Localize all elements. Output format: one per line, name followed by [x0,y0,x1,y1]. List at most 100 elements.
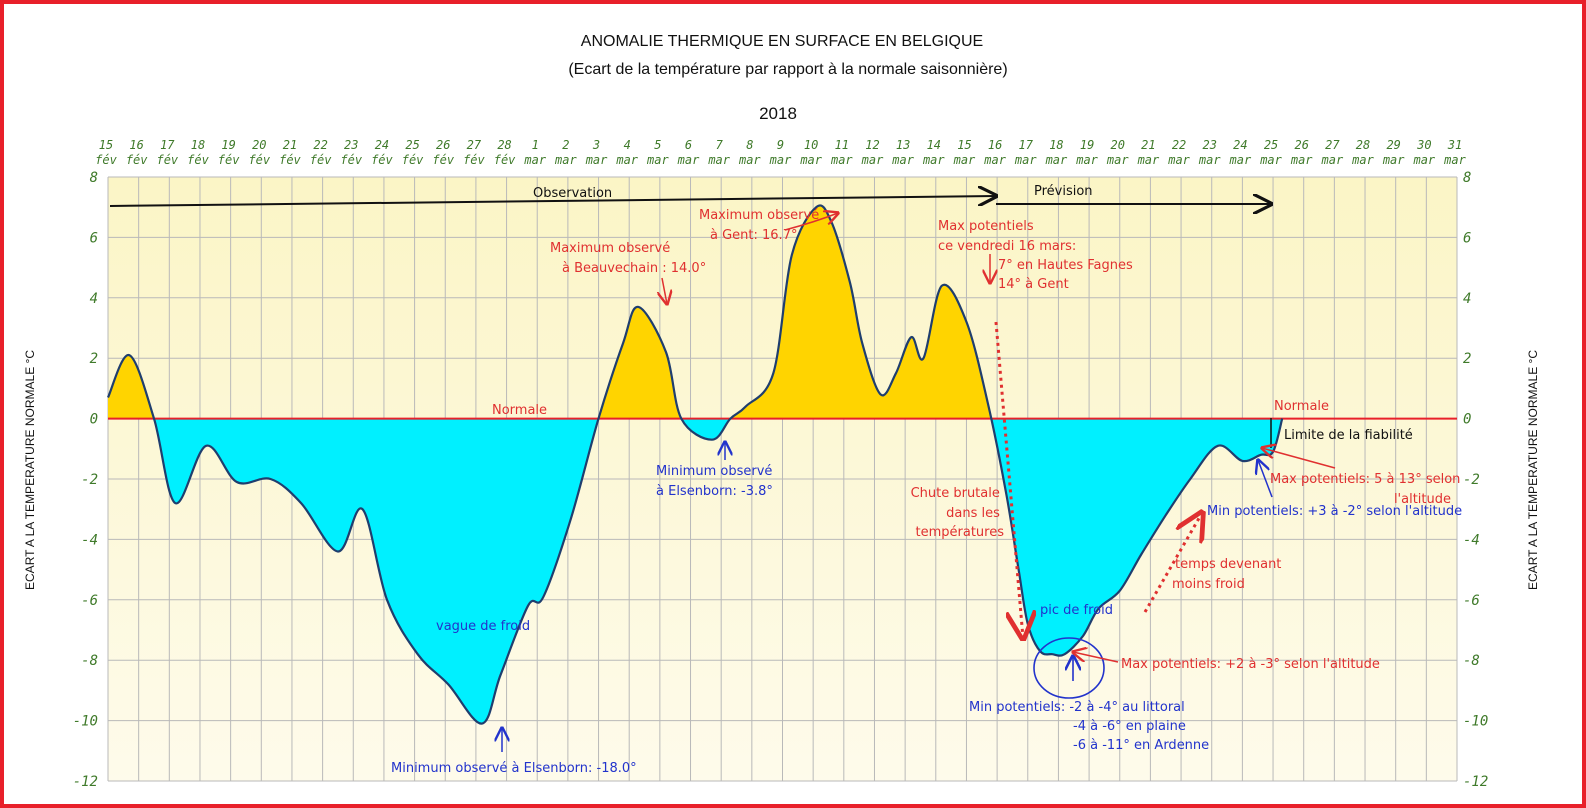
x-tick-month: mar [1259,153,1282,167]
x-tick-month: mar [554,153,577,167]
x-tick-day: 7 [716,138,724,152]
x-tick-month: fév [494,153,516,167]
chart-title: ANOMALIE THERMIQUE EN SURFACE EN BELGIQU… [581,33,983,50]
y-tick-label: -10 [1463,714,1488,730]
pic-de-froid-label: pic de froid [1040,603,1113,618]
y-tick-label: -4 [81,532,98,548]
temps-label: temps devenant moins froid [1172,557,1286,592]
x-tick-month: fév [463,153,485,167]
x-tick-month: mar [585,153,608,167]
y-tick-label: 2 [1463,351,1471,367]
max-25-arrow [1262,448,1336,469]
temps-arrow [1143,513,1202,613]
x-tick-month: fév [95,153,117,167]
max-gent-arrow [784,213,838,231]
y-tick-label: -6 [81,593,98,609]
x-tick-day: 9 [777,138,784,152]
x-tick-month: mar [861,153,884,167]
max-pic-arrow [1073,652,1119,663]
x-tick-month: mar [1351,153,1374,167]
x-tick-month: mar [1045,153,1068,167]
y-tick-label: 4 [90,291,98,307]
x-tick-day: 30 [1416,138,1431,152]
x-tick-month: mar [1075,153,1098,167]
pic-de-froid-circle [1033,637,1105,699]
vague-de-froid-label: vague de froid [436,619,530,634]
normale-label-right: Normale [1274,399,1329,414]
x-tick-month: mar [1167,153,1190,167]
min-elsenborn-18-label: Minimum observé à Elsenborn: -18.0° [391,761,637,776]
x-tick-day: 24 [375,138,389,152]
anomaly-series-line [106,204,1284,725]
y-axis-label-right: ECART A LA TEMPERATURE NORMALE °C [1526,350,1540,590]
y-tick-label: 8 [90,170,98,186]
positive-anomaly-area [108,205,992,418]
x-tick-month: fév [248,153,270,167]
x-tick-month: mar [707,153,730,167]
x-tick-month: mar [799,153,822,167]
x-tick-day: 12 [865,138,879,152]
max-25-label: Max potentiels: 5 à 13° selon l'altitude [1270,472,1465,507]
x-tick-month: mar [1106,153,1129,167]
x-tick-day: 2 [562,138,569,152]
y-tick-label: 8 [1463,170,1471,186]
y-tick-label: -4 [1463,532,1480,548]
x-tick-day: 23 [344,138,358,152]
x-tick-month: mar [1290,153,1313,167]
chute-label: Chute brutale dans les températures [911,486,1005,540]
x-axis-tick-labels: 15fév16fév17fév18fév19fév20fév21fév22fév… [95,138,1466,167]
x-tick-day: 18 [1049,138,1063,152]
x-tick-month: mar [769,153,792,167]
x-tick-month: fév [187,153,209,167]
x-tick-day: 21 [283,138,297,152]
max-beauvechain-label: Maximum observé à Beauvechain : 14.0° [550,241,706,276]
x-tick-month: mar [1321,153,1344,167]
x-tick-month: mar [953,153,976,167]
x-tick-day: 22 [313,138,327,152]
x-tick-day: 3 [592,138,600,152]
x-tick-day: 17 [160,138,175,152]
x-tick-day: 27 [1325,138,1340,152]
y-tick-label: -2 [81,472,98,488]
x-tick-day: 25 [1264,138,1278,152]
y-tick-label: -6 [1463,593,1480,609]
x-tick-day: 11 [835,138,849,152]
y-tick-label: -2 [1463,472,1480,488]
y-axis-label-left: ECART A LA TEMPERATURE NORMALE °C [23,350,37,590]
normale-label-left: Normale [492,403,547,418]
x-tick-day: 15 [99,138,113,152]
x-tick-day: 26 [436,138,450,152]
y-tick-label: -12 [73,774,98,790]
x-tick-day: 18 [191,138,205,152]
x-tick-month: mar [1198,153,1221,167]
x-tick-month: mar [983,153,1006,167]
x-tick-day: 28 [1356,138,1370,152]
x-tick-day: 6 [685,138,692,152]
x-tick-month: fév [371,153,393,167]
prevision-label: Prévision [1034,184,1093,199]
chart-subtitle: (Ecart de la température par rapport à l… [568,61,1007,78]
y-tick-label: -8 [1463,653,1480,669]
x-tick-month: mar [1443,153,1466,167]
x-tick-month: mar [1229,153,1252,167]
x-tick-day: 22 [1172,138,1186,152]
observation-label: Observation [533,186,612,201]
x-tick-month: mar [646,153,669,167]
observation-arrow [109,196,996,207]
y-tick-label: 6 [1463,230,1471,246]
min-elsenborn-38-label: Minimum observé à Elsenborn: -3.8° [656,464,777,499]
reliability-limit-label: Limite de la fiabilité [1284,428,1413,443]
max-pic-label: Max potentiels: +2 à -3° selon l'altitud… [1121,657,1380,672]
x-tick-month: fév [218,153,240,167]
x-tick-day: 15 [957,138,971,152]
x-tick-day: 27 [467,138,482,152]
x-tick-month: fév [402,153,424,167]
min-pic-label: Min potentiels: -2 à -4° au littoral -4 … [969,700,1209,753]
x-tick-month: mar [615,153,638,167]
y-tick-label: -10 [73,714,98,730]
x-tick-day: 16 [988,138,1002,152]
x-tick-month: mar [1137,153,1160,167]
x-tick-day: 8 [746,138,753,152]
x-tick-month: mar [1382,153,1405,167]
